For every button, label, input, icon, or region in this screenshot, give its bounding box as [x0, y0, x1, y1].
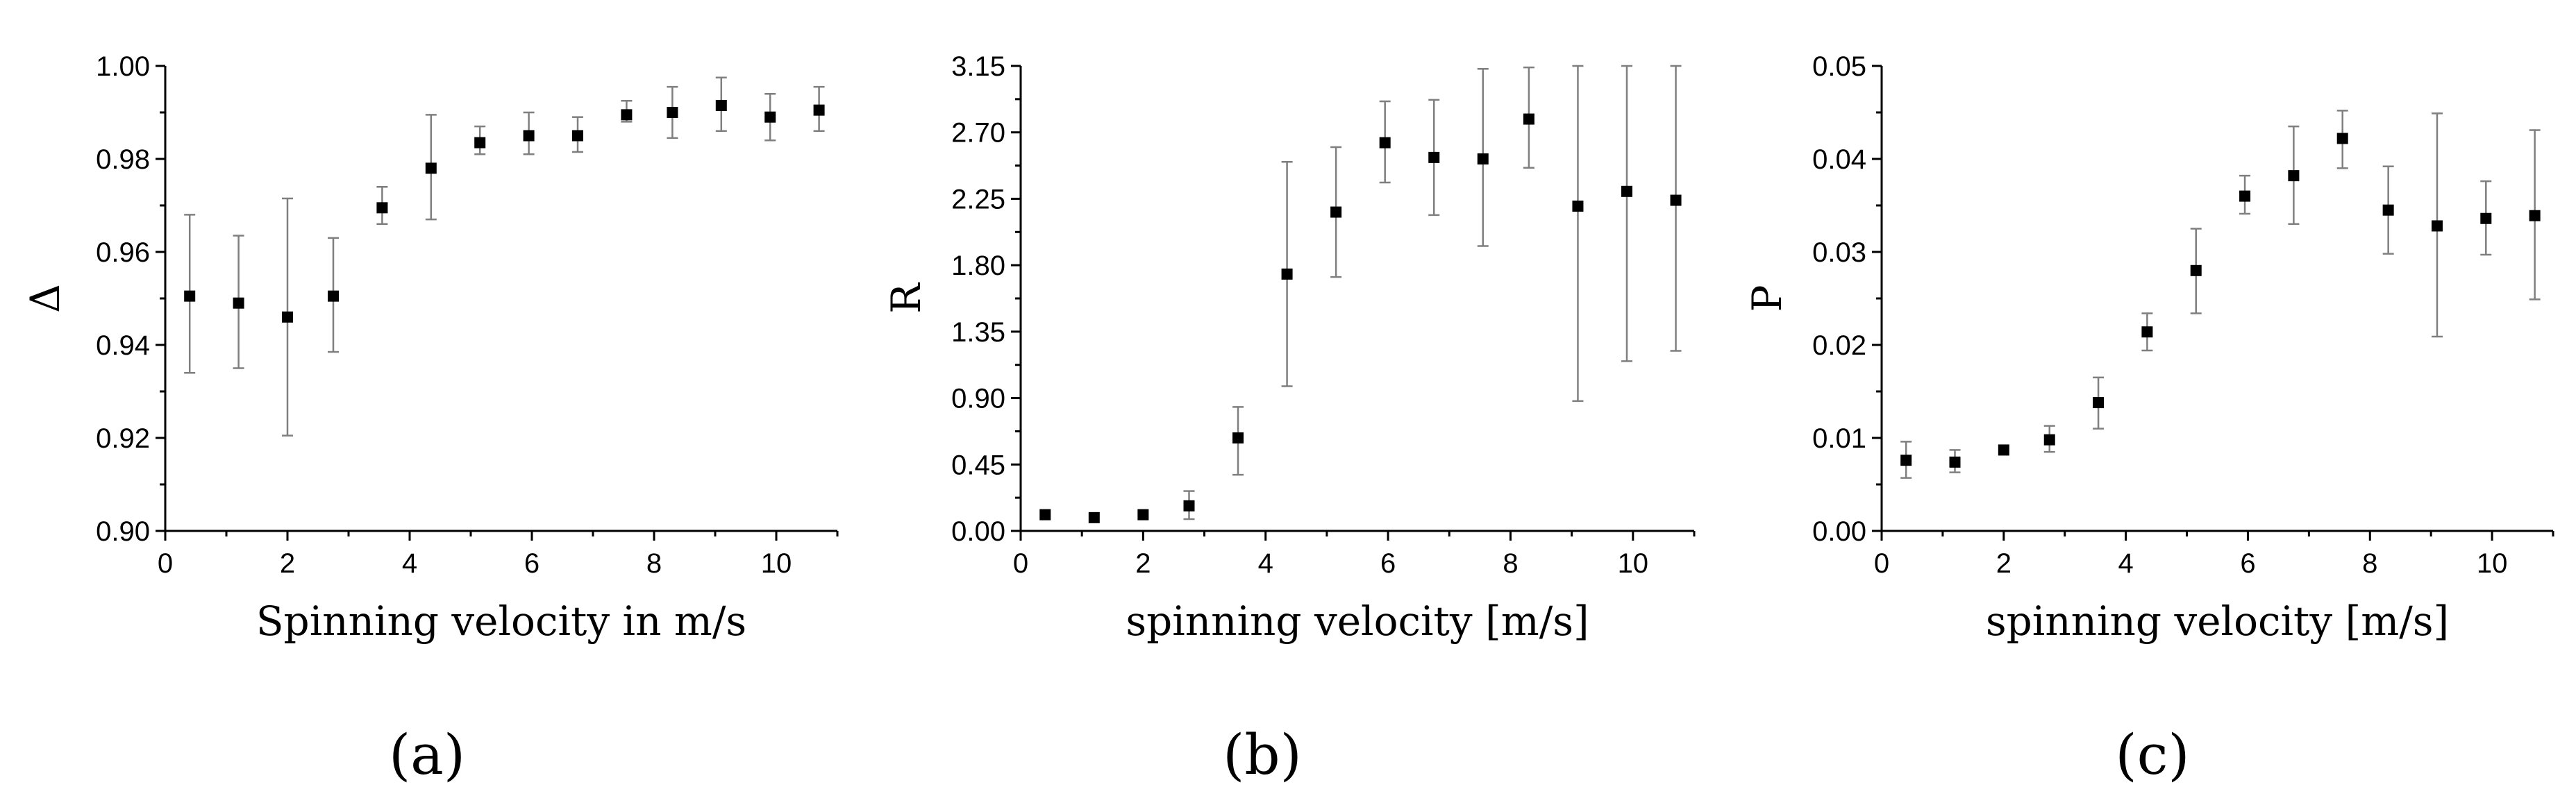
y-tick-label: 1.00 — [96, 51, 150, 82]
y-tick-label: 0.92 — [96, 423, 150, 454]
x-tick-label: 4 — [1258, 548, 1273, 579]
y-tick-label: 0.04 — [1812, 144, 1866, 175]
x-tick-label: 10 — [761, 548, 792, 579]
data-point — [2288, 170, 2300, 182]
x-tick-label: 0 — [158, 548, 173, 579]
y-tick-label: 0.90 — [96, 516, 150, 547]
data-point — [2043, 434, 2055, 446]
data-point — [2239, 190, 2251, 202]
data-point — [2529, 210, 2541, 221]
data-point — [2336, 133, 2348, 144]
data-point — [813, 104, 825, 116]
y-tick-label: 0.00 — [951, 516, 1005, 547]
data-point — [2190, 264, 2202, 276]
data-point — [1900, 455, 1912, 466]
y-axis-label: R — [883, 282, 930, 314]
data-point — [667, 107, 678, 118]
x-tick-label: 8 — [646, 548, 662, 579]
data-point — [1523, 113, 1534, 125]
y-axis-label: Δ — [22, 284, 69, 313]
data-point — [2431, 220, 2443, 232]
x-tick-label: 4 — [402, 548, 417, 579]
data-point — [1670, 194, 1682, 206]
x-tick-label: 2 — [1996, 548, 2012, 579]
x-tick-label: 6 — [2240, 548, 2255, 579]
y-tick-label: 2.70 — [951, 118, 1005, 149]
y-tick-label: 0.02 — [1812, 330, 1866, 361]
y-tick-label: 0.45 — [951, 450, 1005, 480]
y-tick-label: 0.94 — [96, 330, 150, 361]
data-point — [474, 137, 486, 149]
x-tick-label: 10 — [1618, 548, 1649, 579]
x-tick-label: 2 — [1135, 548, 1151, 579]
data-point — [425, 162, 437, 174]
y-tick-label: 3.15 — [951, 51, 1005, 82]
x-tick-label: 8 — [1503, 548, 1518, 579]
data-point — [715, 99, 727, 111]
data-point — [282, 311, 293, 323]
panel-label: (b) — [1223, 722, 1302, 787]
data-point — [1088, 511, 1100, 523]
x-axis-label: spinning velocity [m/s] — [1126, 598, 1589, 645]
data-point — [1379, 137, 1391, 149]
data-point — [1137, 509, 1149, 521]
data-point — [572, 130, 583, 142]
panel-label: (a) — [389, 722, 465, 787]
data-point — [233, 297, 244, 309]
chart-panel-3: 0 2 4 6 8 10 0.00 0.01 0.02 0.03 0.04 0.05 spinning … — [1743, 51, 2554, 787]
data-point — [1949, 456, 1961, 468]
data-point — [1183, 500, 1195, 511]
x-axis-label: spinning velocity [m/s] — [1986, 598, 2449, 645]
y-tick-label: 0.98 — [96, 144, 150, 175]
data-point — [328, 290, 339, 302]
data-point — [184, 290, 196, 302]
data-point — [1330, 206, 1342, 218]
data-point — [376, 202, 388, 214]
data-point — [1039, 509, 1051, 521]
data-point — [2480, 212, 2492, 224]
y-tick-label: 0.90 — [951, 384, 1005, 414]
data-point — [2093, 397, 2105, 409]
y-tick-label: 0.05 — [1812, 51, 1866, 82]
y-tick-label: 2.25 — [951, 184, 1005, 214]
y-axis-label: P — [1743, 285, 1791, 312]
x-tick-label: 2 — [280, 548, 295, 579]
y-tick-label: 0.00 — [1812, 516, 1866, 547]
data-point — [523, 130, 535, 142]
data-point — [1281, 268, 1293, 280]
x-axis-label: Spinning velocity in m/s — [256, 598, 746, 645]
data-point — [1477, 153, 1489, 164]
x-tick-label: 4 — [2118, 548, 2134, 579]
y-tick-label: 1.80 — [951, 251, 1005, 281]
data-point — [1232, 432, 1244, 443]
x-tick-label: 6 — [524, 548, 540, 579]
data-point — [2141, 326, 2153, 338]
y-tick-label: 0.96 — [96, 237, 150, 268]
x-tick-label: 0 — [1013, 548, 1028, 579]
data-point — [1428, 151, 1440, 163]
x-tick-label: 10 — [2477, 548, 2508, 579]
data-point — [1621, 185, 1632, 197]
y-tick-label: 0.03 — [1812, 237, 1866, 268]
y-tick-label: 1.35 — [951, 317, 1005, 348]
data-point — [2382, 204, 2394, 216]
x-tick-label: 0 — [1874, 548, 1889, 579]
chart-panel-1: 0 2 4 6 8 10 0.90 0.92 0.94 0.96 0.98 1.00 Spinning … — [22, 51, 839, 787]
x-tick-label: 6 — [1380, 548, 1396, 579]
data-point — [621, 109, 633, 121]
panel-label: (c) — [2115, 722, 2189, 787]
chart-panel-2: 0 2 4 6 8 10 0.00 0.45 0.90 1.35 1.80 2.25 2.70 3.15 s… — [883, 51, 1696, 787]
data-point — [1998, 444, 2009, 456]
x-tick-label: 8 — [2362, 548, 2377, 579]
data-point — [1572, 201, 1584, 212]
data-point — [764, 111, 776, 123]
y-tick-label: 0.01 — [1812, 423, 1866, 454]
